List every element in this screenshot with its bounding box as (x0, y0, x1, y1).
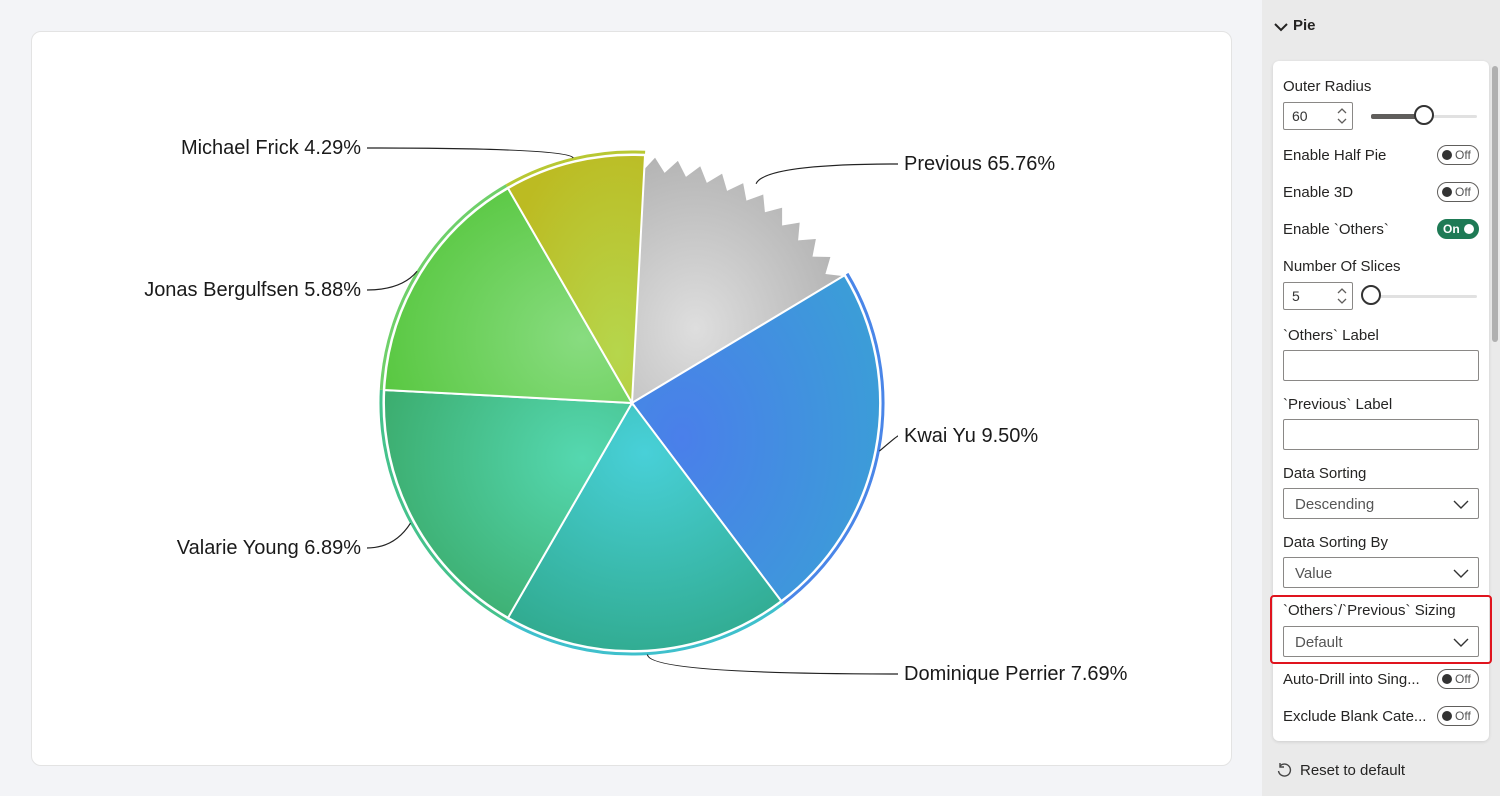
outer-radius-slider[interactable] (1371, 104, 1477, 128)
leader-line (755, 163, 899, 185)
slider-thumb[interactable] (1414, 105, 1434, 125)
number-of-slices-slider[interactable] (1361, 284, 1477, 308)
leader-line (879, 435, 899, 452)
pie-slice-previous[interactable] (631, 152, 848, 405)
others-label-input[interactable] (1283, 350, 1479, 381)
data-sorting-by-dropdown[interactable]: Value (1283, 557, 1479, 588)
pie-section-header[interactable]: Pie (1262, 0, 1500, 52)
pie-slice-kwai-yu[interactable] (630, 273, 881, 603)
enable-3d-toggle[interactable]: Off (1437, 182, 1479, 202)
data-label: Previous 65.76% (904, 153, 1055, 175)
toggle-state: Off (1455, 709, 1471, 723)
auto-drill-toggle[interactable]: Off (1437, 669, 1479, 689)
sizing-dropdown[interactable]: Default (1283, 626, 1479, 657)
reset-label: Reset to default (1300, 761, 1406, 779)
data-label: Dominique Perrier 7.69% (904, 663, 1128, 685)
pie-slice-rim (505, 150, 646, 187)
pie-slice-rim (782, 272, 885, 605)
leader-line (366, 270, 418, 291)
pie-slice-valarie-young[interactable] (382, 388, 634, 620)
pie-slice-michael-frick[interactable] (506, 153, 647, 407)
data-label: Valarie Young 6.89% (177, 537, 361, 559)
toggle-knob (1442, 711, 1452, 721)
enable-others-toggle[interactable]: On (1437, 219, 1479, 239)
pie-slice-dominique-perrier[interactable] (506, 401, 783, 653)
leader-line (366, 522, 412, 549)
toggle-knob (1464, 224, 1474, 234)
pie-slice-rim (379, 184, 508, 390)
spin-arrows-icon[interactable] (1336, 105, 1348, 127)
previous-label-input[interactable] (1283, 419, 1479, 450)
pie-slice-rim (505, 602, 785, 656)
previous-label-label: `Previous` Label (1283, 396, 1393, 413)
toggle-state: On (1443, 222, 1460, 236)
half-pie-toggle[interactable]: Off (1437, 145, 1479, 165)
chevron-down-icon[interactable] (1273, 19, 1289, 35)
reset-to-default-button[interactable]: Reset to default (1276, 760, 1405, 780)
data-sorting-dropdown[interactable]: Descending (1283, 488, 1479, 519)
pie-slice-jonas-bergulfsen[interactable] (383, 186, 634, 405)
half-pie-label: Enable Half Pie (1283, 147, 1387, 164)
slider-thumb[interactable] (1361, 285, 1381, 305)
enable-others-label: Enable `Others` (1283, 221, 1389, 238)
toggle-state: Off (1455, 148, 1471, 162)
toggle-knob (1442, 674, 1452, 684)
number-of-slices-value: 5 (1292, 288, 1300, 304)
number-of-slices-label: Number Of Slices (1283, 258, 1401, 275)
chevron-down-icon (1453, 569, 1469, 578)
sizing-label: `Others`/`Previous` Sizing (1283, 602, 1456, 619)
leader-line (646, 654, 899, 675)
leader-line (366, 147, 574, 159)
data-sorting-by-value: Value (1295, 565, 1333, 582)
data-label: Jonas Bergulfsen 5.88% (144, 279, 361, 301)
pie-chart[interactable]: Previous 65.76% Kwai Yu 9.50% Dominique Pe… (32, 32, 1231, 765)
pie-chart-visual[interactable]: Previous 65.76% Kwai Yu 9.50% Dominique Pe… (31, 31, 1232, 766)
slider-fill (1371, 114, 1424, 119)
outer-radius-label: Outer Radius (1283, 78, 1372, 95)
chevron-down-icon (1453, 638, 1469, 647)
pane-scrollbar[interactable] (1492, 66, 1498, 342)
toggle-state: Off (1455, 185, 1471, 199)
data-sorting-value: Descending (1295, 496, 1375, 513)
spin-arrows-icon[interactable] (1336, 285, 1348, 307)
toggle-state: Off (1455, 672, 1471, 686)
format-pane: Pie Outer Radius 60 Enable Half Pie Off … (1262, 0, 1500, 796)
pie-properties-card: Outer Radius 60 Enable Half Pie Off Enab… (1270, 61, 1492, 741)
enable-3d-label: Enable 3D (1283, 184, 1354, 201)
data-sorting-by-label: Data Sorting By (1283, 534, 1389, 551)
others-label-label: `Others` Label (1283, 327, 1379, 344)
outer-radius-input[interactable]: 60 (1283, 102, 1353, 130)
data-label: Michael Frick 4.29% (181, 137, 361, 159)
pie-section-title: Pie (1293, 17, 1316, 34)
slider-track (1371, 295, 1477, 298)
number-of-slices-input[interactable]: 5 (1283, 282, 1353, 310)
exclude-blank-toggle[interactable]: Off (1437, 706, 1479, 726)
exclude-blank-label: Exclude Blank Cate... (1283, 708, 1427, 725)
toggle-knob (1442, 187, 1452, 197)
sizing-highlight-box (1270, 595, 1492, 664)
pie-slice-rim (379, 389, 508, 622)
data-label: Kwai Yu 9.50% (904, 425, 1038, 447)
data-sorting-label: Data Sorting (1283, 465, 1367, 482)
sizing-value: Default (1295, 634, 1343, 651)
toggle-knob (1442, 150, 1452, 160)
outer-radius-value: 60 (1292, 108, 1308, 124)
auto-drill-label: Auto-Drill into Sing... (1283, 671, 1420, 688)
reset-icon (1277, 763, 1292, 777)
chevron-down-icon (1453, 500, 1469, 509)
